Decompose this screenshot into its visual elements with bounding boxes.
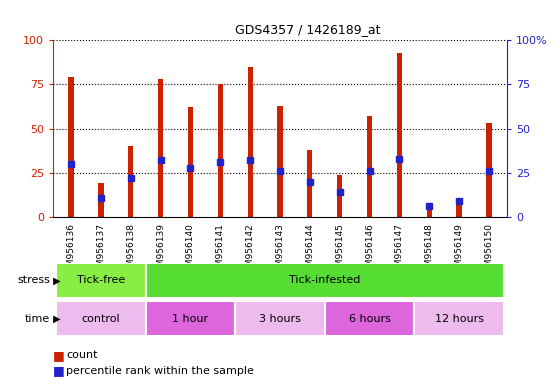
Text: GSM956145: GSM956145 (335, 223, 344, 278)
Text: GSM956141: GSM956141 (216, 223, 225, 278)
Bar (218, 84, 223, 217)
Bar (56, 301, 146, 336)
Bar (68, 78, 74, 217)
Text: GSM956140: GSM956140 (186, 223, 195, 278)
Text: 12 hours: 12 hours (435, 314, 483, 324)
Text: GSM956146: GSM956146 (365, 223, 374, 278)
Bar (56, 263, 146, 298)
Bar (235, 301, 325, 336)
Text: 1 hour: 1 hour (172, 314, 208, 324)
Text: percentile rank within the sample: percentile rank within the sample (66, 366, 254, 376)
Bar (367, 116, 372, 217)
Bar (158, 79, 164, 217)
Text: GSM956148: GSM956148 (424, 223, 433, 278)
Text: ▶: ▶ (50, 275, 61, 285)
Bar (396, 53, 402, 217)
Bar (128, 146, 133, 217)
Text: GSM956147: GSM956147 (395, 223, 404, 278)
Text: control: control (82, 314, 120, 324)
Text: 6 hours: 6 hours (348, 314, 390, 324)
Bar (99, 184, 104, 217)
Text: GSM956138: GSM956138 (127, 223, 136, 278)
Bar (427, 206, 432, 217)
Bar (486, 123, 492, 217)
Text: GDS4357 / 1426189_at: GDS4357 / 1426189_at (235, 23, 381, 36)
Text: Tick-free: Tick-free (77, 275, 125, 285)
Text: time: time (25, 314, 50, 324)
Text: GSM956150: GSM956150 (484, 223, 493, 278)
Bar (248, 67, 253, 217)
Text: Tick-infested: Tick-infested (289, 275, 361, 285)
Bar (325, 301, 414, 336)
Bar (277, 106, 283, 217)
Bar (188, 108, 193, 217)
Text: ■: ■ (53, 364, 65, 377)
Text: GSM956142: GSM956142 (246, 223, 255, 278)
Text: GSM956149: GSM956149 (455, 223, 464, 278)
Text: GSM956143: GSM956143 (276, 223, 284, 278)
Bar (146, 301, 235, 336)
Text: GSM956139: GSM956139 (156, 223, 165, 278)
Text: ▶: ▶ (50, 314, 61, 324)
Text: 3 hours: 3 hours (259, 314, 301, 324)
Text: ■: ■ (53, 349, 65, 362)
Bar (146, 263, 504, 298)
Text: GSM956144: GSM956144 (305, 223, 314, 278)
Text: GSM956137: GSM956137 (96, 223, 105, 278)
Bar (337, 175, 342, 217)
Bar (414, 301, 504, 336)
Text: count: count (66, 350, 97, 360)
Text: GSM956136: GSM956136 (67, 223, 76, 278)
Bar (307, 150, 312, 217)
Text: stress: stress (17, 275, 50, 285)
Bar (456, 201, 461, 217)
